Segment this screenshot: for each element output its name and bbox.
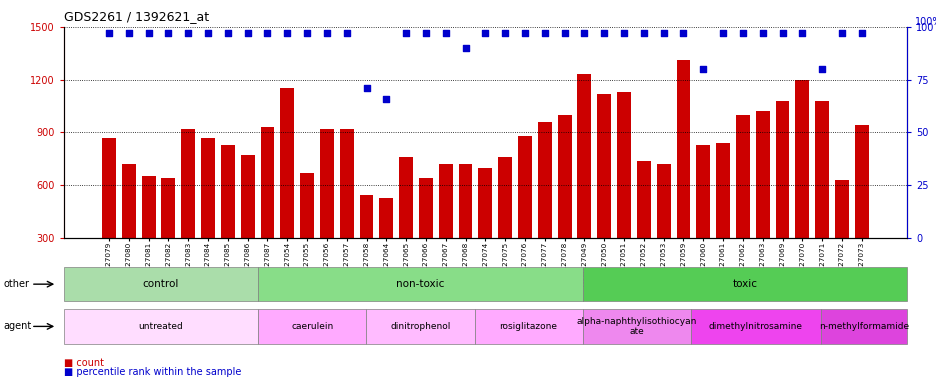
Bar — [399, 157, 413, 291]
Point — [596, 30, 611, 36]
Point — [458, 45, 473, 51]
Point — [774, 30, 789, 36]
Point — [636, 30, 651, 36]
Bar — [518, 136, 532, 291]
Point — [259, 30, 274, 36]
Point — [616, 30, 631, 36]
Point — [675, 30, 690, 36]
Text: control: control — [142, 279, 179, 289]
Point — [280, 30, 295, 36]
Text: GDS2261 / 1392621_at: GDS2261 / 1392621_at — [64, 10, 209, 23]
Bar — [834, 180, 848, 291]
Bar — [695, 145, 709, 291]
Point — [715, 30, 730, 36]
Text: non-toxic: non-toxic — [396, 279, 445, 289]
Bar — [379, 198, 393, 291]
Text: toxic: toxic — [732, 279, 756, 289]
Bar — [161, 178, 175, 291]
Bar — [775, 101, 789, 291]
Point — [181, 30, 196, 36]
Point — [536, 30, 551, 36]
Point — [794, 30, 809, 36]
Point — [477, 30, 492, 36]
Point — [497, 30, 512, 36]
Bar — [735, 115, 749, 291]
Point — [418, 30, 433, 36]
Text: alpha-naphthylisothiocyan
ate: alpha-naphthylisothiocyan ate — [576, 317, 696, 336]
Point — [378, 96, 393, 102]
Bar — [596, 94, 610, 291]
Bar — [795, 80, 809, 291]
Text: ■ percentile rank within the sample: ■ percentile rank within the sample — [64, 367, 241, 377]
Point — [319, 30, 334, 36]
Point — [557, 30, 572, 36]
Point — [358, 85, 373, 91]
Text: n-methylformamide: n-methylformamide — [818, 322, 908, 331]
Point — [854, 30, 869, 36]
Text: rosiglitazone: rosiglitazone — [499, 322, 557, 331]
Point — [300, 30, 314, 36]
Bar — [557, 115, 571, 291]
Text: other: other — [4, 279, 30, 289]
Point — [834, 30, 849, 36]
Bar — [478, 168, 491, 291]
Bar — [617, 92, 630, 291]
Text: agent: agent — [4, 321, 32, 331]
Point — [695, 66, 710, 72]
Bar — [201, 138, 214, 291]
Point — [121, 30, 136, 36]
Bar — [181, 129, 195, 291]
Bar — [241, 156, 255, 291]
Bar — [221, 145, 235, 291]
Bar — [498, 157, 512, 291]
Bar — [636, 161, 651, 291]
Bar — [577, 74, 591, 291]
Bar — [280, 88, 294, 291]
Point — [577, 30, 592, 36]
Point — [398, 30, 413, 36]
Bar — [340, 129, 353, 291]
Text: dinitrophenol: dinitrophenol — [390, 322, 450, 331]
Point — [655, 30, 670, 36]
Point — [240, 30, 255, 36]
Bar — [122, 164, 136, 291]
Bar — [438, 164, 452, 291]
Text: dimethylnitrosamine: dimethylnitrosamine — [708, 322, 802, 331]
Bar — [656, 164, 670, 291]
Point — [220, 30, 235, 36]
Text: 100%: 100% — [914, 17, 936, 27]
Bar — [814, 101, 828, 291]
Bar — [102, 138, 116, 291]
Point — [339, 30, 354, 36]
Text: caerulein: caerulein — [291, 322, 333, 331]
Bar — [676, 60, 690, 291]
Bar — [260, 127, 274, 291]
Point — [517, 30, 532, 36]
Bar — [319, 129, 333, 291]
Point — [813, 66, 828, 72]
Bar — [537, 122, 551, 291]
Text: untreated: untreated — [139, 322, 183, 331]
Bar — [715, 143, 729, 291]
Bar — [359, 195, 373, 291]
Bar — [418, 178, 432, 291]
Point — [735, 30, 750, 36]
Bar — [300, 173, 314, 291]
Point — [141, 30, 156, 36]
Text: ■ count: ■ count — [64, 358, 104, 368]
Point — [754, 30, 769, 36]
Point — [101, 30, 116, 36]
Point — [200, 30, 215, 36]
Bar — [141, 177, 155, 291]
Bar — [755, 111, 768, 291]
Bar — [458, 164, 472, 291]
Point — [161, 30, 176, 36]
Point — [438, 30, 453, 36]
Bar — [854, 126, 868, 291]
